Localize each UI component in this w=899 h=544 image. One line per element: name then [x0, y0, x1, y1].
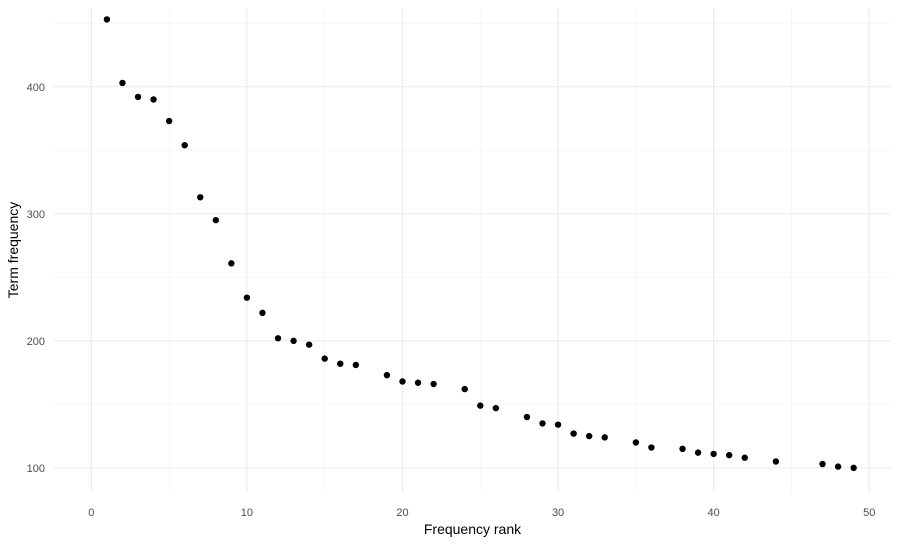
- data-point: [554, 421, 562, 428]
- x-tick-label: 40: [708, 507, 720, 519]
- data-point: [399, 378, 406, 385]
- data-point: [383, 371, 391, 379]
- data-point: [165, 117, 173, 125]
- data-point: [741, 454, 748, 461]
- data-point: [134, 93, 142, 101]
- y-tick-label: 300: [27, 209, 45, 221]
- data-point: [321, 355, 328, 362]
- data-point: [119, 79, 126, 87]
- data-point: [274, 335, 282, 342]
- data-point: [259, 309, 266, 317]
- y-tick-label: 400: [27, 82, 45, 94]
- grid: [54, 8, 891, 492]
- data-point: [305, 341, 313, 348]
- x-tick-label: 30: [552, 507, 564, 519]
- y-axis-title: Term frequency: [5, 202, 21, 298]
- data-point: [243, 294, 251, 301]
- tick-labels: 0 10 20 30 40 50 100 200 300 400: [27, 82, 876, 519]
- data-point: [212, 216, 219, 224]
- data-point: [726, 451, 733, 459]
- x-axis-title: Frequency rank: [424, 521, 522, 537]
- y-tick-label: 200: [27, 336, 45, 348]
- data-point: [228, 260, 235, 267]
- data-point: [819, 460, 826, 468]
- x-tick-label: 50: [863, 507, 875, 519]
- data-point: [290, 337, 297, 345]
- y-tick-label: 100: [27, 463, 45, 475]
- data-point: [414, 379, 422, 386]
- data-point: [570, 430, 577, 437]
- data-point: [352, 361, 360, 369]
- data-point: [772, 458, 780, 465]
- data-point: [430, 380, 437, 388]
- data-point: [585, 432, 593, 440]
- data-point: [694, 449, 702, 456]
- data-point: [523, 413, 531, 421]
- data-point: [679, 445, 686, 453]
- x-tick-label: 0: [88, 507, 94, 519]
- data-point: [181, 141, 188, 149]
- data-point: [834, 463, 842, 470]
- data-point: [337, 360, 344, 367]
- data-point: [103, 16, 111, 23]
- data-point: [539, 420, 546, 427]
- data-point: [850, 464, 857, 472]
- data-point: [150, 96, 157, 103]
- data-point: [477, 402, 484, 409]
- data-point: [710, 450, 717, 458]
- x-tick-label: 10: [241, 507, 253, 519]
- data-point: [492, 404, 500, 412]
- data-point: [197, 194, 204, 201]
- points: [103, 16, 857, 472]
- data-point: [632, 439, 640, 446]
- data-point: [601, 434, 608, 441]
- data-point: [461, 385, 468, 393]
- data-point: [648, 444, 655, 451]
- x-tick-label: 20: [396, 507, 408, 519]
